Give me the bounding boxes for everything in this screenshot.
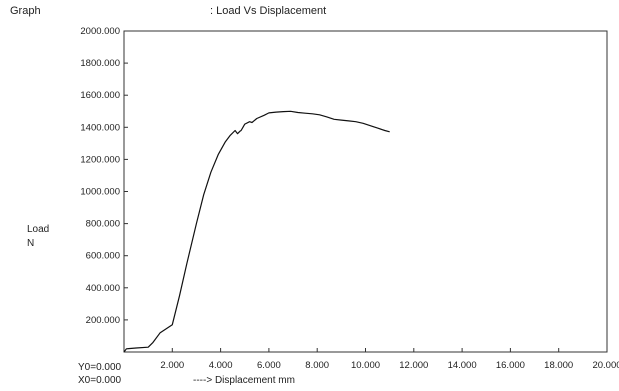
y-tick-label: 1600.000	[80, 90, 120, 101]
x-tick-label: 10.000	[351, 360, 380, 371]
x-axis-label: ----> Displacement mm	[193, 375, 295, 386]
x-ticks: 2.000 4.000 6.000 8.000 10.000 12.000 14.000 16…	[160, 348, 619, 371]
y-tick-label: 400.000	[86, 283, 120, 294]
x-tick-label: 4.000	[209, 360, 233, 371]
x-tick-label: 12.000	[399, 360, 428, 371]
graph-title: : Load Vs Displacement	[210, 5, 327, 17]
x-tick-label: 6.000	[257, 360, 281, 371]
y-tick-label: 2000.000	[80, 26, 120, 37]
y-tick-label: 1000.000	[80, 187, 120, 198]
plot-frame	[123, 30, 608, 353]
y-tick-label: 800.000	[86, 219, 120, 230]
x-tick-label: 16.000	[496, 360, 525, 371]
y-ticks: 200.000 400.000 600.000 800.000 1000.000 1200…	[80, 26, 128, 326]
y0-origin-label: Y0=0.000	[78, 362, 122, 373]
load-series-line	[123, 110, 390, 353]
graph-label: Graph	[10, 5, 41, 17]
x-tick-label: 18.000	[544, 360, 573, 371]
y-tick-label: 200.000	[86, 315, 120, 326]
x-tick-label: 2.000	[160, 360, 184, 371]
y-tick-label: 1400.000	[80, 122, 120, 133]
x-tick-label: 20.000	[592, 360, 619, 371]
x-tick-label: 14.000	[448, 360, 477, 371]
y-axis-label-line2: N	[27, 238, 35, 249]
y-axis-label-line1: Load	[27, 224, 50, 235]
x-tick-label: 8.000	[305, 360, 329, 371]
y-tick-label: 1800.000	[80, 58, 120, 69]
y-tick-label: 1200.000	[80, 154, 120, 165]
x0-origin-label: X0=0.000	[78, 375, 122, 386]
y-tick-label: 600.000	[86, 251, 120, 262]
